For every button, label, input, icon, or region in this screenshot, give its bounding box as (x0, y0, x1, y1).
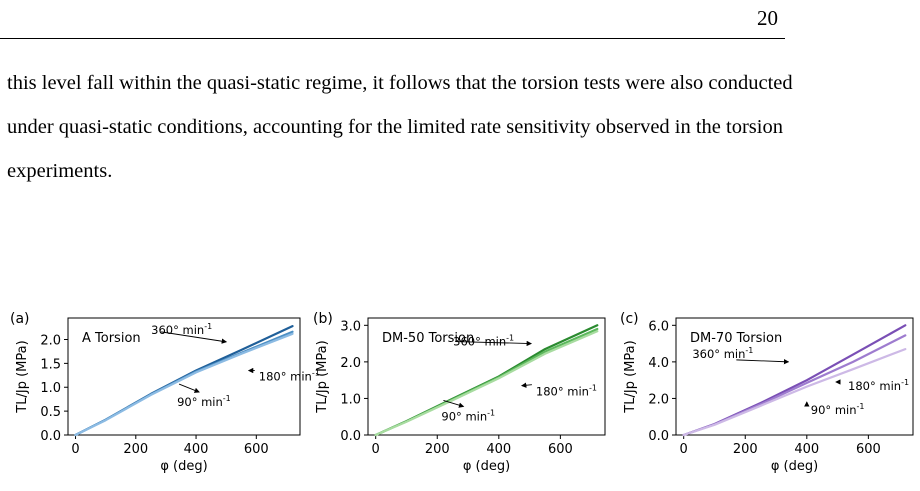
rate-annotation: 360° min-1 (692, 346, 753, 361)
annotation-arrow (455, 340, 533, 347)
x-axis-label: φ (deg) (771, 459, 818, 474)
y-tick-label: 0.0 (340, 429, 361, 444)
y-tick-label: 1.0 (340, 392, 361, 407)
chart-title: A Torsion (82, 331, 141, 346)
y-tick-label: 2.0 (340, 356, 361, 371)
y-tick-label: 4.0 (648, 356, 669, 371)
axes-frame (675, 317, 914, 436)
x-tick-label: 200 (123, 442, 148, 457)
panel-1: (a) 0 200 400 600 0.0 0.5 1.0 1.5 2.0 φ (deg) TL/Jp… (10, 311, 320, 474)
x-tick-label: 600 (856, 442, 881, 457)
x-tick-label: 400 (184, 442, 209, 457)
rate-annotation: 180° min-1 (536, 384, 597, 399)
annotation-arrow (521, 382, 532, 388)
x-tick-label: 0 (372, 442, 380, 457)
y-tick-label: 0.0 (648, 429, 669, 444)
series-line-3 (682, 348, 907, 437)
series-line-3 (374, 330, 599, 437)
rate-annotation: 90° min-1 (177, 394, 231, 409)
y-axis-label: TL/Jp (MPa) (15, 340, 30, 413)
rate-annotation: 180° min-1 (848, 378, 909, 393)
figure-canvas: (a) 0 200 400 600 0.0 0.5 1.0 1.5 2.0 φ (deg) TL/Jp… (10, 311, 914, 474)
annotation-arrow (161, 331, 228, 344)
panel-label: (b) (313, 311, 333, 327)
body-paragraph: this level fall within the quasi-static … (7, 72, 793, 182)
y-tick-label: 1.5 (40, 357, 61, 372)
axes-frame (67, 317, 301, 436)
chart-title: DM-50 Torsion (382, 331, 474, 346)
page-number: 20 (757, 6, 778, 30)
rate-annotation: 90° min-1 (441, 408, 495, 423)
x-tick-label: 600 (244, 442, 269, 457)
x-axis-label: φ (deg) (463, 459, 510, 474)
rate-annotation: 180° min-1 (259, 369, 320, 384)
x-tick-label: 0 (680, 442, 688, 457)
panel-label: (c) (620, 311, 639, 327)
y-tick-label: 2.0 (40, 333, 61, 348)
rate-annotation: 360° min-1 (151, 322, 212, 337)
x-tick-label: 400 (794, 442, 819, 457)
rate-annotation: 90° min-1 (811, 402, 865, 417)
y-tick-label: 3.0 (340, 319, 361, 334)
y-axis-label: TL/Jp (MPa) (315, 340, 330, 413)
series-line-3 (74, 332, 294, 437)
x-axis-label: φ (deg) (160, 459, 207, 474)
y-tick-label: 1.0 (40, 381, 61, 396)
x-tick-label: 0 (71, 442, 79, 457)
x-tick-label: 200 (733, 442, 758, 457)
y-tick-label: 2.0 (648, 392, 669, 407)
axes-frame (367, 317, 606, 436)
rate-annotation: 360° min-1 (453, 334, 514, 349)
y-tick-label: 0.0 (40, 429, 61, 444)
panel-3: (c) 0 200 400 600 0.0 2.0 4.0 6.0 φ (deg) TL/Jp (M… (620, 311, 914, 474)
y-tick-label: 6.0 (648, 319, 669, 334)
y-axis-label: TL/Jp (MPa) (623, 340, 638, 413)
panel-label: (a) (10, 311, 30, 327)
y-tick-label: 0.5 (40, 405, 61, 420)
header-rule (0, 38, 785, 39)
x-tick-label: 200 (425, 442, 450, 457)
chart-title: DM-70 Torsion (690, 331, 782, 346)
x-tick-label: 400 (486, 442, 511, 457)
x-tick-label: 600 (548, 442, 573, 457)
annotation-arrow (178, 383, 200, 393)
annotation-arrow (736, 359, 790, 365)
figure: (a) 0 200 400 600 0.0 0.5 1.0 1.5 2.0 φ (deg) TL/Jp… (0, 305, 920, 491)
annotation-arrow (443, 400, 465, 408)
panel-2: (b) 0 200 400 600 0.0 1.0 2.0 3.0 φ (deg) TL/Jp (M… (313, 311, 606, 474)
